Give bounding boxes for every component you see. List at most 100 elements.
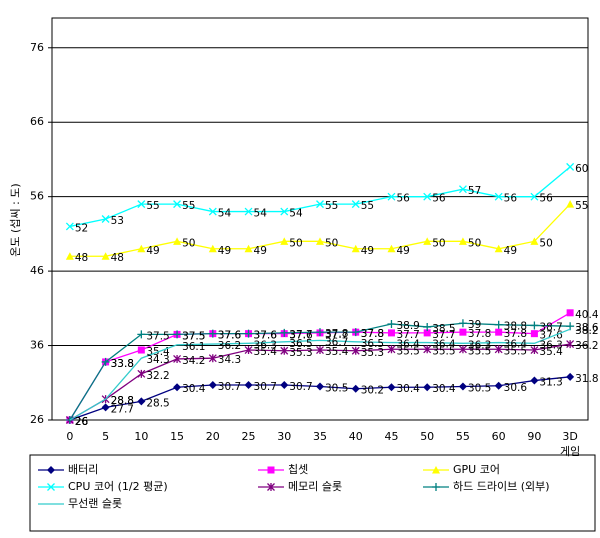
- data-label: 36.1: [182, 341, 205, 353]
- data-label: 36.4: [432, 339, 456, 351]
- data-label: 52: [75, 222, 88, 234]
- marker: [244, 346, 253, 355]
- marker: [65, 252, 74, 260]
- x-tick-label: 20: [206, 430, 220, 443]
- marker: [458, 319, 467, 328]
- data-label: 50: [468, 237, 481, 249]
- data-label: 26: [75, 416, 89, 428]
- data-label: 50: [432, 237, 445, 249]
- marker: [566, 162, 575, 171]
- marker: [316, 382, 324, 391]
- marker: [173, 383, 182, 392]
- marker: [351, 200, 360, 209]
- data-label: 56: [396, 193, 410, 205]
- marker: [494, 345, 503, 354]
- data-label: 38.7: [539, 321, 562, 333]
- marker: [432, 466, 440, 474]
- marker: [244, 207, 253, 216]
- legend-entry: 메모리 슬롯: [258, 480, 342, 493]
- marker: [351, 346, 360, 355]
- data-label: 31.8: [575, 373, 598, 385]
- marker: [458, 237, 467, 245]
- data-label: 30.4: [396, 383, 420, 395]
- marker: [47, 466, 55, 474]
- marker: [387, 345, 396, 354]
- legend-label: GPU 코어: [453, 463, 500, 476]
- marker: [351, 328, 360, 337]
- data-label: 26: [75, 416, 89, 428]
- data-label: 54: [254, 208, 268, 220]
- legend-entry: GPU 코어: [423, 463, 500, 476]
- marker: [387, 383, 396, 392]
- data-label: 48: [111, 252, 124, 264]
- marker: [458, 185, 467, 194]
- marker: [244, 244, 253, 253]
- legend-label: 배터리: [68, 463, 98, 476]
- x-tick-label: 45: [384, 430, 398, 443]
- data-label: 36.4: [396, 339, 420, 351]
- marker: [280, 381, 289, 390]
- data-label: 35.5: [396, 345, 419, 357]
- marker: [459, 328, 467, 336]
- marker: [173, 354, 182, 363]
- y-tick-label: 46: [30, 264, 44, 277]
- x-tick-label: 40: [349, 430, 363, 443]
- x-tick-label: 30: [277, 430, 291, 443]
- data-label: 37.7: [289, 329, 312, 341]
- data-label: 31.3: [539, 377, 562, 389]
- marker: [173, 237, 182, 245]
- data-label: 35.3: [361, 347, 384, 359]
- data-label: 28.5: [146, 397, 169, 409]
- marker: [387, 192, 396, 201]
- marker: [280, 346, 289, 355]
- data-label: 37.6: [218, 330, 242, 342]
- data-label: 56: [504, 193, 518, 205]
- data-label: 28.8: [111, 395, 134, 407]
- marker: [351, 384, 360, 393]
- data-label: 35.3: [289, 347, 312, 359]
- data-label: 38.6: [575, 322, 599, 334]
- data-label: 49: [254, 245, 267, 257]
- x-tick-label: 3D 게임: [560, 430, 580, 458]
- x-tick-label: 10: [134, 430, 148, 443]
- data-label: 26: [75, 416, 89, 428]
- data-label: 37.7: [396, 329, 419, 341]
- marker: [137, 200, 146, 209]
- marker: [208, 244, 217, 253]
- y-tick-label: 66: [30, 115, 44, 128]
- marker: [137, 369, 146, 378]
- marker: [530, 192, 539, 201]
- data-label: 30.6: [504, 382, 528, 394]
- marker: [530, 321, 539, 330]
- data-label: 36.3: [254, 339, 277, 351]
- data-label: 55: [146, 200, 159, 212]
- data-label: 56: [539, 193, 553, 205]
- data-label: 32.2: [146, 370, 169, 382]
- legend-entry: CPU 코어 (1/2 평균): [38, 480, 168, 493]
- data-label: 26: [75, 416, 89, 428]
- marker: [458, 382, 467, 391]
- data-label: 37.8: [361, 328, 384, 340]
- x-tick-label: 5: [102, 430, 109, 443]
- marker: [101, 357, 110, 366]
- marker: [101, 403, 110, 412]
- data-label: 30.7: [289, 381, 312, 393]
- legend-label: 무선랜 슬롯: [68, 497, 122, 510]
- data-label: 35.4: [254, 346, 278, 358]
- data-label: 53: [111, 215, 124, 227]
- marker: [351, 244, 360, 253]
- data-label: 36.7: [325, 336, 348, 348]
- legend-entry: 배터리: [38, 463, 98, 476]
- data-label: 30.5: [468, 383, 491, 395]
- marker: [423, 329, 431, 337]
- data-label: 50: [182, 237, 195, 249]
- x-tick-label: 15: [170, 430, 184, 443]
- marker: [432, 483, 440, 491]
- marker: [566, 309, 574, 317]
- data-label: 50: [325, 237, 338, 249]
- marker: [530, 346, 539, 355]
- data-label: 37.7: [432, 329, 455, 341]
- legend-entry: 칩셋: [258, 463, 308, 476]
- marker: [387, 319, 396, 328]
